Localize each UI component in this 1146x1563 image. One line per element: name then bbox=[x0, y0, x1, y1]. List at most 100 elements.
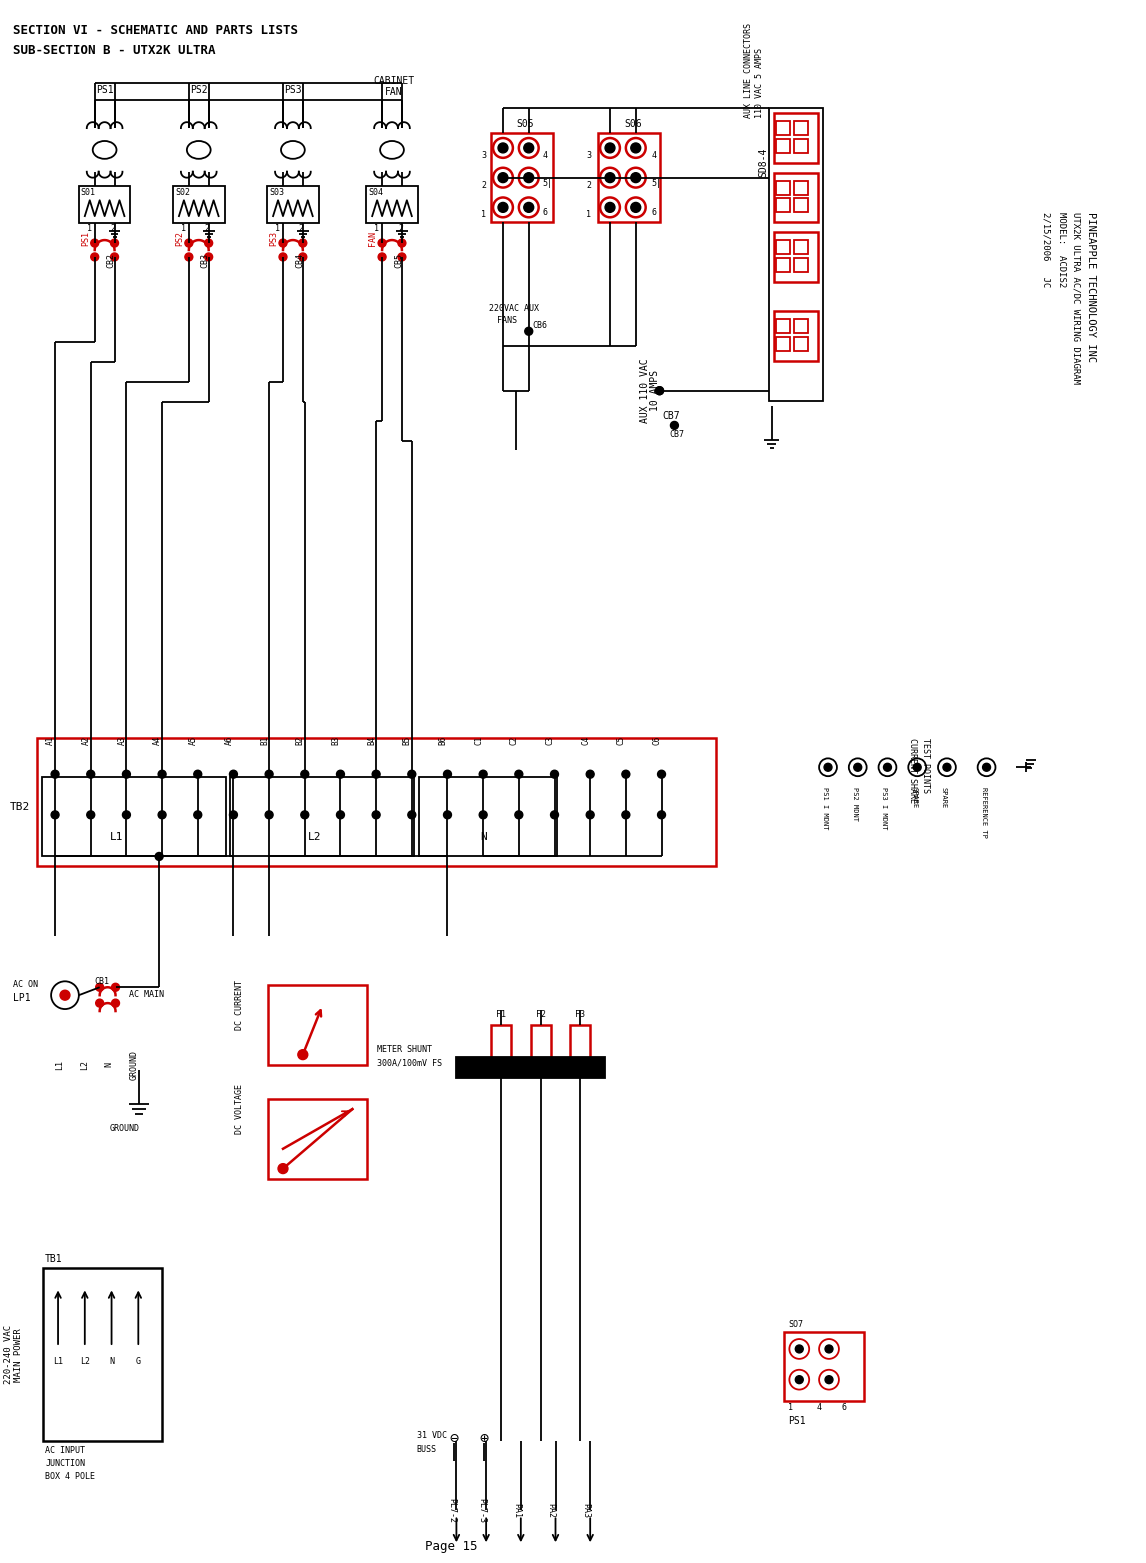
Circle shape bbox=[408, 771, 416, 778]
Bar bbox=[784, 1332, 864, 1402]
Text: G: G bbox=[136, 1357, 141, 1366]
Text: PA3: PA3 bbox=[581, 1504, 590, 1518]
Circle shape bbox=[52, 811, 60, 819]
Circle shape bbox=[493, 138, 513, 158]
Circle shape bbox=[879, 758, 896, 777]
Text: C1: C1 bbox=[474, 736, 484, 746]
Circle shape bbox=[52, 982, 79, 1010]
Bar bbox=[777, 181, 791, 194]
Text: 2: 2 bbox=[587, 181, 591, 189]
Text: 110 VAC 5 AMPS: 110 VAC 5 AMPS bbox=[755, 48, 763, 119]
Text: DC CURRENT: DC CURRENT bbox=[235, 980, 244, 1030]
Text: 6: 6 bbox=[542, 208, 548, 217]
Circle shape bbox=[111, 999, 119, 1007]
Bar bbox=[777, 199, 791, 213]
Circle shape bbox=[790, 1369, 809, 1390]
Text: 1: 1 bbox=[374, 224, 379, 233]
Circle shape bbox=[626, 138, 645, 158]
Text: 1: 1 bbox=[587, 211, 591, 219]
Text: FAN: FAN bbox=[385, 88, 402, 97]
Circle shape bbox=[939, 758, 956, 777]
Text: 1: 1 bbox=[275, 224, 280, 233]
Circle shape bbox=[605, 172, 615, 183]
Circle shape bbox=[123, 771, 131, 778]
Circle shape bbox=[158, 771, 166, 778]
Text: DC VOLTAGE: DC VOLTAGE bbox=[235, 1085, 244, 1135]
Circle shape bbox=[493, 167, 513, 188]
Text: 6: 6 bbox=[842, 1404, 847, 1413]
Text: N: N bbox=[480, 832, 487, 842]
Text: METER SHUNT: METER SHUNT bbox=[377, 1044, 432, 1053]
Text: ⊖: ⊖ bbox=[450, 1432, 460, 1446]
Bar bbox=[571, 1025, 590, 1074]
Circle shape bbox=[849, 758, 866, 777]
Text: GROUND: GROUND bbox=[129, 1049, 139, 1080]
Circle shape bbox=[630, 172, 641, 183]
Circle shape bbox=[499, 142, 508, 153]
Circle shape bbox=[525, 327, 533, 334]
Text: PA2: PA2 bbox=[547, 1504, 556, 1518]
Text: S06: S06 bbox=[623, 119, 642, 130]
Text: SUB-SECTION B - UTX2K ULTRA: SUB-SECTION B - UTX2K ULTRA bbox=[14, 44, 215, 56]
Text: C3: C3 bbox=[545, 736, 555, 746]
Circle shape bbox=[96, 983, 103, 991]
Ellipse shape bbox=[187, 141, 211, 159]
Bar bbox=[777, 122, 791, 134]
Circle shape bbox=[52, 771, 60, 778]
Text: |: | bbox=[656, 178, 660, 188]
Text: B6: B6 bbox=[439, 736, 447, 746]
Bar bbox=[794, 181, 808, 194]
Circle shape bbox=[205, 253, 213, 261]
Text: B2: B2 bbox=[296, 736, 305, 746]
Text: FANS: FANS bbox=[497, 316, 517, 325]
Bar bbox=[774, 172, 818, 222]
Circle shape bbox=[622, 771, 630, 778]
Text: L2: L2 bbox=[308, 832, 321, 842]
Circle shape bbox=[229, 811, 237, 819]
Circle shape bbox=[378, 253, 386, 261]
Text: UTX2K ULTRA AC/DC WIRING DIAGRAM: UTX2K ULTRA AC/DC WIRING DIAGRAM bbox=[1072, 213, 1081, 384]
Circle shape bbox=[550, 811, 558, 819]
Circle shape bbox=[278, 1163, 288, 1174]
Circle shape bbox=[519, 167, 539, 188]
Text: AC MAIN: AC MAIN bbox=[129, 991, 164, 999]
Text: L2: L2 bbox=[80, 1357, 89, 1366]
Circle shape bbox=[185, 239, 193, 247]
Text: 1: 1 bbox=[481, 211, 486, 219]
Circle shape bbox=[123, 811, 131, 819]
Bar bbox=[44, 1268, 162, 1441]
Circle shape bbox=[299, 253, 307, 261]
Bar bbox=[268, 985, 367, 1064]
Text: N: N bbox=[109, 1357, 115, 1366]
Text: B3: B3 bbox=[331, 736, 340, 746]
Circle shape bbox=[229, 771, 237, 778]
Circle shape bbox=[372, 771, 380, 778]
Circle shape bbox=[854, 763, 862, 771]
Text: AC ON: AC ON bbox=[14, 980, 39, 989]
Circle shape bbox=[205, 239, 213, 247]
Text: C4: C4 bbox=[581, 736, 590, 746]
Circle shape bbox=[110, 239, 118, 247]
Circle shape bbox=[630, 203, 641, 213]
Text: LP1: LP1 bbox=[14, 993, 31, 1003]
Circle shape bbox=[587, 771, 594, 778]
Circle shape bbox=[91, 253, 99, 261]
Circle shape bbox=[194, 771, 202, 778]
Bar bbox=[79, 186, 131, 224]
Text: L1: L1 bbox=[55, 1060, 64, 1069]
Circle shape bbox=[408, 811, 416, 819]
Text: 2: 2 bbox=[299, 224, 304, 233]
Text: A2: A2 bbox=[81, 736, 91, 746]
Circle shape bbox=[524, 142, 534, 153]
Circle shape bbox=[91, 239, 99, 247]
Circle shape bbox=[499, 172, 508, 183]
Text: AUX LINE CONNECTORS: AUX LINE CONNECTORS bbox=[744, 23, 753, 119]
Bar bbox=[794, 122, 808, 134]
Text: PS2: PS2 bbox=[190, 86, 207, 95]
Circle shape bbox=[943, 763, 951, 771]
Bar bbox=[774, 233, 818, 281]
Text: SPARE: SPARE bbox=[941, 788, 947, 808]
Text: BUSS: BUSS bbox=[417, 1446, 437, 1454]
Text: SD8-4: SD8-4 bbox=[759, 148, 769, 178]
Text: ⊕: ⊕ bbox=[479, 1432, 488, 1446]
